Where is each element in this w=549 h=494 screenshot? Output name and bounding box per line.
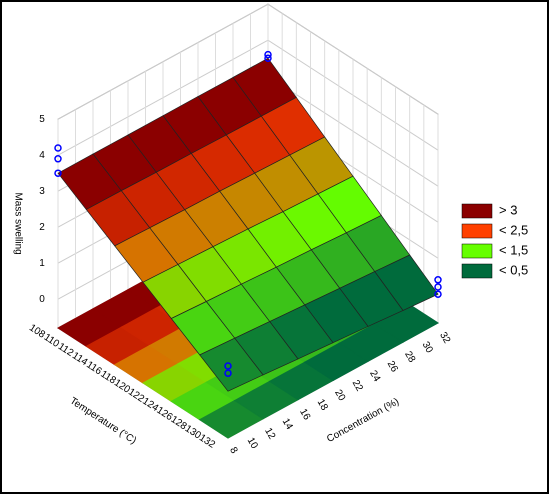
data-point [264, 50, 272, 59]
y-tick-label: 30 [420, 340, 435, 356]
data-point [54, 155, 62, 163]
y-tick-label: 10 [245, 436, 260, 452]
z-tick-label: 2 [39, 222, 45, 233]
y-tick-label: 18 [315, 397, 330, 413]
x-axis-title: Temperature (°C) [68, 396, 138, 447]
data-point [434, 276, 442, 284]
y-tick-label: 14 [280, 417, 295, 433]
data-point [224, 362, 232, 370]
y-tick-label: 32 [437, 330, 452, 346]
y-axis-title: Concentration (%) [325, 396, 401, 445]
z-tick-label: 3 [39, 186, 45, 197]
y-tick-label: 24 [367, 369, 382, 385]
y-tick-label: 28 [402, 349, 417, 365]
legend-swatch [461, 203, 493, 219]
y-tick-label: 26 [385, 359, 400, 375]
x-tick-label: 132 [197, 432, 217, 451]
y-tick-label: 8 [227, 445, 240, 456]
data-point [54, 144, 62, 152]
y-tick-label: 22 [350, 378, 365, 394]
data-point [434, 283, 442, 291]
legend-label: > 3 [499, 202, 517, 217]
y-tick-label: 16 [297, 407, 312, 423]
z-tick-label: 5 [39, 114, 45, 125]
data-point [434, 290, 442, 298]
data-point [264, 54, 272, 62]
legend-label: < 0,5 [499, 262, 528, 277]
legend-swatch [461, 243, 493, 259]
legend-swatch [461, 263, 493, 279]
data-point [54, 169, 62, 177]
legend-label: < 1,5 [499, 242, 528, 257]
z-tick-label: 0 [39, 294, 45, 305]
y-tick-label: 12 [262, 426, 277, 442]
y-tick-label: 20 [332, 388, 347, 404]
z-axis-title: Mass swelling [12, 192, 23, 254]
legend-label: < 2,5 [499, 222, 528, 237]
z-tick-label: 1 [39, 258, 45, 269]
data-point [224, 369, 232, 377]
z-tick-label: 4 [39, 150, 45, 161]
legend-swatch [461, 223, 493, 239]
